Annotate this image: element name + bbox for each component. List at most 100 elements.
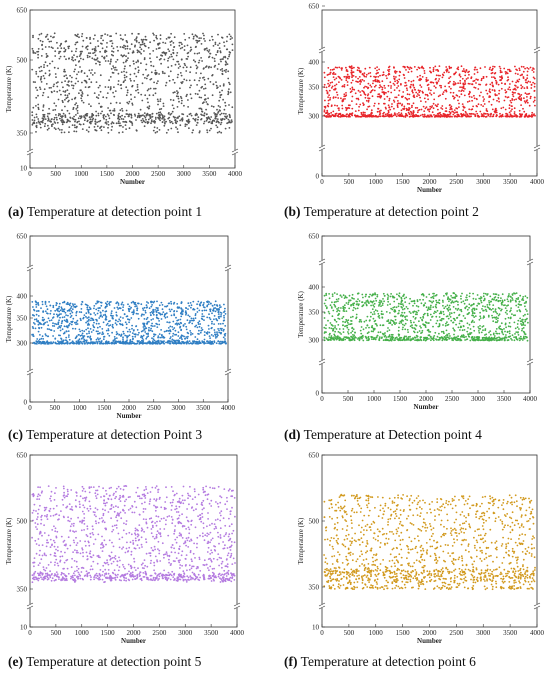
- data-point: [151, 322, 154, 325]
- data-point: [180, 102, 183, 105]
- data-point: [152, 318, 155, 320]
- data-point: [39, 123, 42, 126]
- data-point: [46, 321, 48, 323]
- data-point: [122, 306, 124, 308]
- data-point: [214, 310, 217, 313]
- data-point: [449, 308, 451, 311]
- data-point: [90, 331, 93, 333]
- data-point: [81, 332, 84, 335]
- data-point: [457, 99, 459, 102]
- data-point: [180, 81, 183, 84]
- y-tick-label: 650: [309, 3, 320, 11]
- data-point: [128, 334, 131, 337]
- data-point: [358, 320, 361, 323]
- data-point: [198, 309, 201, 312]
- data-point: [163, 330, 166, 333]
- data-point: [489, 83, 492, 86]
- data-point: [353, 114, 356, 117]
- data-point: [453, 109, 456, 111]
- data-point: [172, 78, 175, 81]
- data-point: [69, 322, 71, 325]
- data-point: [178, 100, 180, 103]
- data-point: [48, 112, 51, 115]
- data-point: [381, 115, 384, 118]
- data-point: [81, 35, 83, 38]
- data-point: [168, 50, 171, 52]
- data-point: [362, 111, 365, 114]
- data-point: [168, 308, 171, 311]
- data-point: [37, 94, 39, 97]
- data-point: [198, 130, 201, 133]
- data-point: [154, 69, 157, 72]
- data-point: [347, 104, 350, 107]
- data-point: [178, 63, 180, 65]
- data-point: [162, 105, 165, 107]
- caption-c-text: Temperature at detection Point 3: [26, 427, 203, 442]
- data-point: [62, 112, 65, 115]
- data-point: [359, 83, 362, 85]
- data-point: [32, 327, 35, 330]
- data-point: [433, 85, 436, 87]
- data-point: [520, 65, 523, 68]
- data-point: [35, 124, 38, 127]
- data-point: [125, 121, 128, 124]
- data-point: [223, 112, 225, 115]
- data-point: [144, 331, 147, 333]
- data-point: [334, 306, 337, 308]
- data-point: [529, 81, 532, 83]
- data-point: [36, 89, 39, 91]
- data-point: [111, 323, 114, 326]
- data-point: [145, 68, 147, 71]
- data-point: [37, 108, 40, 111]
- data-point: [63, 319, 66, 322]
- data-point: [199, 304, 201, 307]
- data-point: [83, 330, 86, 333]
- data-point: [167, 48, 170, 51]
- data-point: [108, 79, 110, 82]
- data-point: [394, 80, 396, 83]
- data-point: [36, 338, 39, 340]
- data-point: [75, 77, 78, 80]
- data-point: [158, 73, 161, 75]
- data-point: [54, 128, 57, 131]
- data-point: [170, 314, 173, 317]
- data-point: [93, 341, 95, 343]
- data-point: [160, 329, 163, 331]
- data-point: [228, 127, 231, 129]
- data-point: [163, 115, 166, 118]
- data-point: [90, 319, 92, 322]
- data-point: [218, 42, 221, 45]
- data-point: [332, 110, 335, 113]
- data-point: [64, 98, 66, 101]
- data-point: [167, 59, 169, 62]
- data-point: [412, 111, 415, 114]
- data-point: [95, 308, 98, 311]
- data-point: [456, 309, 459, 311]
- data-point: [117, 120, 120, 123]
- data-point: [58, 319, 60, 322]
- data-point: [167, 57, 170, 60]
- data-point: [489, 91, 492, 94]
- data-point: [505, 326, 507, 329]
- data-point: [396, 293, 398, 296]
- data-point: [46, 33, 49, 36]
- data-point: [201, 328, 204, 331]
- data-point: [349, 65, 351, 68]
- data-point: [412, 83, 415, 86]
- data-point: [122, 46, 125, 49]
- data-point: [455, 107, 458, 109]
- data-point: [165, 81, 168, 84]
- data-point: [55, 114, 57, 116]
- data-point: [167, 66, 170, 69]
- data-point: [71, 98, 73, 101]
- data-point: [163, 336, 166, 339]
- data-point: [176, 106, 179, 108]
- data-point: [75, 114, 77, 116]
- data-point: [360, 326, 363, 328]
- data-point: [411, 104, 413, 107]
- data-point: [192, 300, 195, 303]
- data-point: [159, 116, 162, 119]
- data-point: [432, 68, 435, 71]
- data-point: [58, 305, 61, 308]
- data-point: [395, 76, 397, 78]
